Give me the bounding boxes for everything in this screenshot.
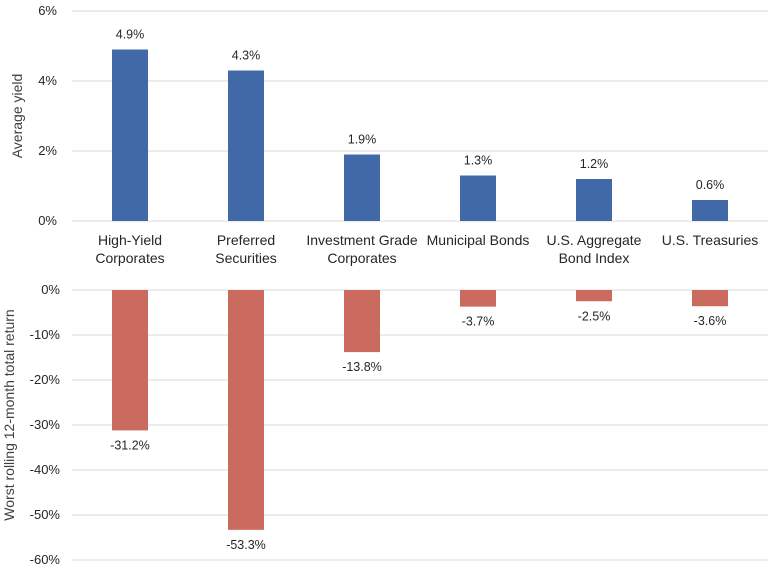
yield-data-label: 1.9%: [348, 133, 377, 147]
bottom-y-tick-label: -30%: [30, 417, 61, 432]
category-label: Municipal Bonds: [427, 232, 530, 248]
return-data-label: -53.3%: [226, 538, 266, 552]
category-label: U.S. Treasuries: [662, 232, 758, 248]
bottom-y-tick-label: -40%: [30, 462, 61, 477]
return-bar: [460, 290, 496, 307]
top-y-tick-label: 6%: [38, 3, 57, 18]
top-y-tick-label: 2%: [38, 143, 57, 158]
return-bar: [112, 290, 148, 431]
top-y-tick-label: 4%: [38, 73, 57, 88]
yield-bar: [228, 70, 264, 221]
yield-bar: [460, 175, 496, 221]
return-bar: [228, 290, 264, 530]
yield-bar: [112, 49, 148, 221]
yield-data-label: 4.3%: [232, 49, 261, 63]
return-bar: [344, 290, 380, 353]
bottom-y-tick-label: -10%: [30, 327, 61, 342]
return-data-label: -31.2%: [110, 438, 150, 452]
category-label: Bond Index: [559, 250, 630, 266]
category-label: Corporates: [95, 250, 164, 266]
category-label: U.S. Aggregate: [547, 232, 642, 248]
bottom-y-tick-label: -20%: [30, 372, 61, 387]
yield-data-label: 1.3%: [464, 154, 493, 168]
yield-data-label: 0.6%: [696, 178, 725, 192]
category-label: Securities: [215, 250, 276, 266]
top-y-axis-label: Average yield: [9, 74, 25, 159]
category-label: Corporates: [327, 250, 396, 266]
bottom-y-tick-label: 0%: [41, 282, 60, 297]
yield-bar: [692, 200, 728, 221]
yield-bar: [344, 154, 380, 221]
yield-data-label: 1.2%: [580, 157, 609, 171]
return-bar: [692, 290, 728, 307]
top-y-tick-label: 0%: [38, 213, 57, 228]
return-data-label: -2.5%: [578, 309, 611, 323]
yield-bar: [576, 179, 612, 221]
category-label: Investment Grade: [306, 232, 417, 248]
return-data-label: -13.8%: [342, 360, 382, 374]
return-data-label: -3.6%: [694, 314, 727, 328]
bottom-y-tick-label: -50%: [30, 507, 61, 522]
bottom-y-axis-label: Worst rolling 12-month total return: [1, 309, 17, 520]
category-label: High-Yield: [98, 232, 162, 248]
return-data-label: -3.7%: [462, 315, 495, 329]
return-bar: [576, 290, 612, 302]
bottom-y-tick-label: -60%: [30, 552, 61, 567]
yield-data-label: 4.9%: [116, 28, 145, 42]
category-label: Preferred: [217, 232, 275, 248]
